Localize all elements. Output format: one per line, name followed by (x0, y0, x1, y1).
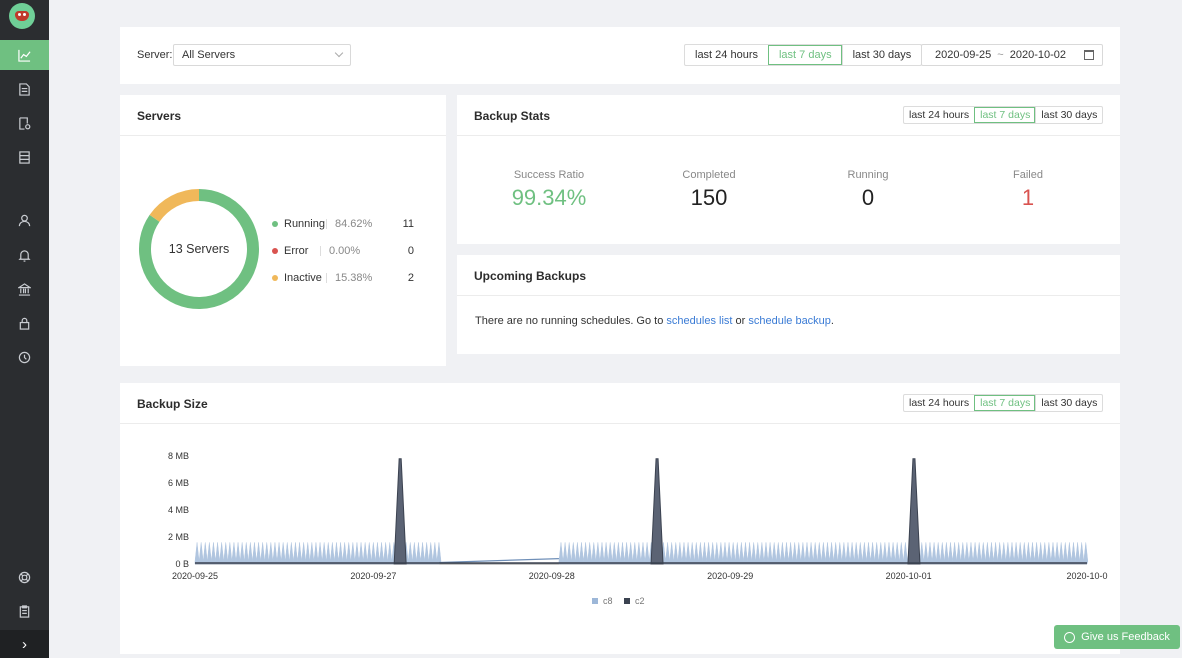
nav-security[interactable] (0, 308, 49, 338)
date-to: 2020-10-02 (1009, 49, 1066, 61)
legend-inactive[interactable]: Inactive 15.38% 2 (272, 271, 422, 285)
chart-line-icon (18, 49, 31, 62)
user-icon (18, 214, 31, 226)
bank-icon (18, 282, 31, 296)
stats-range-24h-button[interactable]: last 24 hours (909, 109, 970, 121)
legend-error[interactable]: Error 0.00% 0 (272, 244, 422, 258)
feedback-button[interactable]: Give us Feedback (1054, 625, 1180, 649)
legend-running[interactable]: Running 84.62% 11 (272, 217, 422, 231)
sidebar-expand-button[interactable]: › (0, 630, 49, 658)
servers-card: Servers 13 Servers Running 84.62% 11 Err… (120, 95, 446, 366)
backup-size-title: Backup Size (137, 397, 208, 411)
sidebar: › (0, 0, 49, 658)
date-from: 2020-09-25 (935, 49, 992, 61)
lock-icon (19, 317, 30, 330)
x-tick-label: 2020-10-01 (886, 571, 932, 581)
nav-support[interactable] (0, 562, 49, 592)
clock-icon (18, 351, 31, 363)
legend-swatch-c8 (592, 598, 598, 604)
size-range-7d-button[interactable]: last 7 days (974, 395, 1036, 411)
y-tick-label: 0 B (175, 559, 189, 569)
backup-size-chart: 8 MB 6 MB 4 MB 2 MB 0 B 2020-09-25 2020-09-27 2… (168, 451, 1108, 606)
series-c8-line (439, 558, 559, 564)
range-7d-button[interactable]: last 7 days (767, 45, 842, 65)
backup-stats-card: Backup Stats last 24 hours last 7 days l… (457, 95, 1120, 244)
bell-icon (18, 249, 31, 262)
global-range-selector: last 24 hours last 7 days last 30 days (684, 44, 923, 66)
filter-bar: Server: All Servers last 24 hours last 7… (120, 27, 1120, 84)
date-range-picker[interactable]: 2020-09-25 ~ 2020-10-02 (921, 44, 1103, 66)
donut-slice-inactive[interactable] (149, 189, 200, 222)
y-tick-label: 6 MB (168, 478, 189, 488)
status-dot (272, 275, 278, 281)
nav-docs[interactable] (0, 596, 49, 626)
size-range-24h-button[interactable]: last 24 hours (909, 397, 970, 409)
stat-success-ratio: Success Ratio 99.34% (511, 169, 587, 210)
range-24h-button[interactable]: last 24 hours (695, 49, 758, 61)
legend-label-c8[interactable]: c8 (603, 596, 613, 606)
chevron-down-icon (334, 48, 344, 58)
legend-label-c2[interactable]: c2 (635, 596, 645, 606)
x-tick-label: 2020-09-29 (707, 571, 753, 581)
app-logo[interactable] (9, 3, 35, 29)
y-tick-label: 4 MB (168, 505, 189, 515)
server-label: Server: (137, 49, 173, 61)
nav-storage[interactable] (0, 142, 49, 172)
series-c2-spike[interactable] (393, 458, 407, 565)
series-c2-spike[interactable] (907, 458, 921, 565)
x-tick-label: 2020-09-28 (529, 571, 575, 581)
nav-backups[interactable] (0, 74, 49, 104)
x-tick-label: 2020-09-25 (172, 571, 218, 581)
lifebuoy-icon (18, 571, 31, 583)
range-30d-button[interactable]: last 30 days (841, 45, 922, 65)
series-c2-spike[interactable] (650, 458, 664, 565)
x-tick-label: 2020-10-0 (1066, 571, 1107, 581)
document-icon (19, 82, 30, 96)
servers-count-label: 13 Servers (168, 242, 230, 256)
legend-swatch-c2 (624, 598, 630, 604)
list-icon (19, 150, 30, 164)
stats-range-7d-button[interactable]: last 7 days (974, 107, 1036, 123)
nav-vault[interactable] (0, 274, 49, 304)
size-range-30d-button[interactable]: last 30 days (1035, 395, 1102, 411)
servers-donut-chart (139, 189, 259, 309)
backup-stats-title: Backup Stats (474, 109, 551, 123)
x-tick-label: 2020-09-27 (350, 571, 396, 581)
stat-failed: Failed 1 (1013, 169, 1043, 210)
server-select-value: All Servers (182, 49, 236, 61)
nav-restores[interactable] (0, 108, 49, 138)
clipboard-icon (19, 604, 30, 618)
stats-range-selector: last 24 hours last 7 days last 30 days (903, 106, 1104, 124)
stat-completed: Completed 150 (682, 169, 736, 210)
chat-icon (1064, 631, 1076, 643)
nav-history[interactable] (0, 342, 49, 372)
upcoming-title: Upcoming Backups (474, 269, 587, 283)
calendar-icon (1084, 50, 1094, 60)
upcoming-message: There are no running schedules. Go to sc… (475, 315, 834, 327)
status-dot (272, 248, 278, 254)
server-select[interactable]: All Servers (173, 44, 351, 66)
nav-alerts[interactable] (0, 240, 49, 270)
y-tick-label: 8 MB (168, 451, 189, 461)
date-separator: ~ (997, 49, 1004, 61)
stat-running: Running 0 (847, 169, 889, 210)
status-dot (272, 221, 278, 227)
servers-title: Servers (137, 109, 182, 123)
file-settings-icon (19, 116, 31, 130)
backup-size-card: Backup Size last 24 hours last 7 days la… (120, 383, 1120, 654)
size-range-selector: last 24 hours last 7 days last 30 days (903, 394, 1104, 412)
series-c8-area (558, 542, 1089, 565)
nav-users[interactable] (0, 205, 49, 235)
schedule-backup-link[interactable]: schedule backup (748, 315, 831, 327)
y-tick-label: 2 MB (168, 532, 189, 542)
chevron-right-icon: › (22, 635, 27, 653)
nav-dashboard[interactable] (0, 40, 49, 70)
stats-range-30d-button[interactable]: last 30 days (1035, 107, 1102, 123)
upcoming-backups-card: Upcoming Backups There are no running sc… (457, 255, 1120, 354)
schedules-list-link[interactable]: schedules list (666, 315, 733, 327)
donut-slice-running[interactable] (139, 189, 259, 309)
